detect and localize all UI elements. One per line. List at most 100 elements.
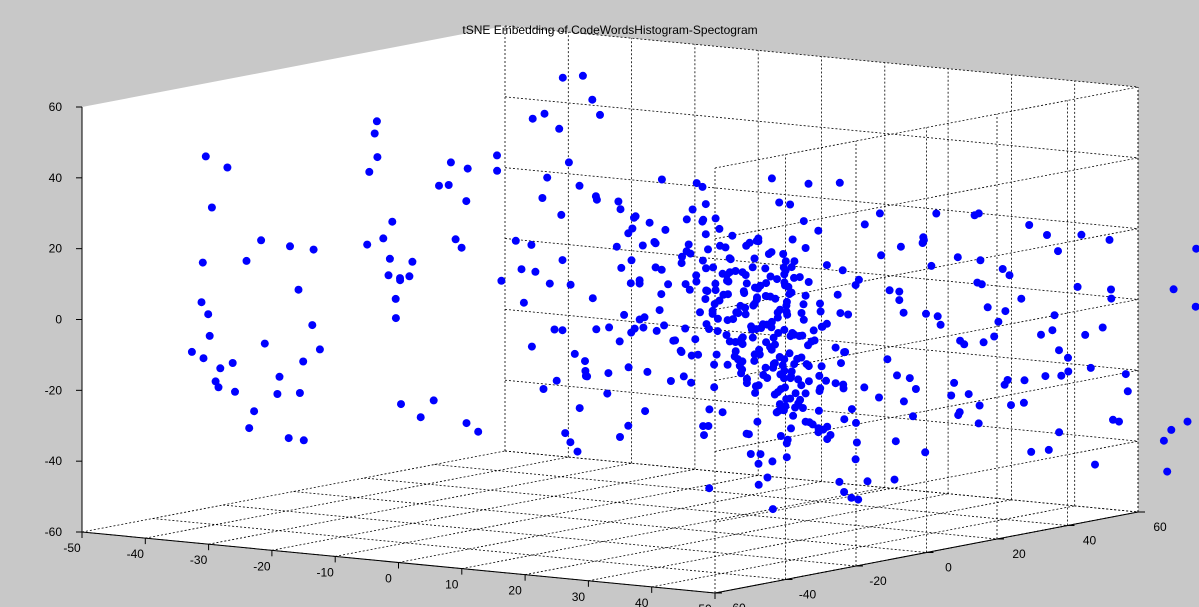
- data-point: [299, 436, 308, 445]
- data-point: [614, 197, 623, 206]
- data-point: [681, 280, 690, 289]
- data-point: [700, 431, 708, 440]
- data-point: [795, 273, 804, 282]
- data-point: [462, 419, 471, 428]
- data-point: [710, 383, 719, 392]
- data-point: [626, 279, 635, 288]
- data-point: [921, 448, 930, 457]
- data-point: [260, 339, 269, 348]
- data-point: [497, 276, 506, 285]
- data-point: [273, 390, 282, 398]
- data-point: [570, 349, 579, 358]
- data-point: [1169, 285, 1178, 294]
- data-point: [772, 408, 781, 417]
- data-point: [795, 332, 804, 340]
- y-tick-label: 40: [1083, 534, 1097, 548]
- data-point: [373, 153, 382, 162]
- data-point: [655, 306, 664, 315]
- data-point: [207, 203, 216, 212]
- data-point: [998, 265, 1007, 273]
- data-point: [860, 383, 869, 392]
- data-point: [1081, 330, 1090, 339]
- data-point: [814, 406, 823, 415]
- data-point: [773, 388, 782, 397]
- data-point: [493, 166, 502, 175]
- data-point: [657, 290, 666, 299]
- data-point: [284, 434, 293, 443]
- data-point: [950, 378, 959, 387]
- data-point: [893, 371, 901, 380]
- data-point: [216, 364, 225, 373]
- data-point: [457, 243, 466, 252]
- data-point: [705, 405, 714, 414]
- data-point: [363, 240, 372, 249]
- data-point: [799, 300, 808, 309]
- data-point: [891, 437, 900, 446]
- data-point: [741, 271, 750, 279]
- data-point: [627, 256, 636, 265]
- data-point: [835, 477, 844, 486]
- data-point: [651, 239, 660, 248]
- data-point: [617, 263, 626, 272]
- axes-box: [76, 106, 1145, 599]
- data-point: [638, 241, 647, 250]
- data-point: [564, 158, 573, 167]
- data-point: [315, 345, 324, 354]
- grid-back-z: [504, 450, 1139, 513]
- data-point: [783, 435, 792, 444]
- data-point: [630, 213, 638, 222]
- data-point: [1091, 460, 1099, 469]
- data-point: [686, 249, 695, 258]
- data-point: [385, 254, 394, 263]
- x-tick-label: -30: [190, 553, 208, 567]
- data-point: [295, 389, 304, 397]
- data-point: [604, 369, 613, 378]
- data-point: [603, 389, 612, 398]
- data-point: [768, 457, 777, 466]
- data-point: [836, 309, 845, 318]
- data-point: [738, 333, 747, 342]
- z-tick-label: 0: [55, 313, 62, 327]
- data-point: [1077, 230, 1086, 239]
- data-point: [780, 355, 789, 364]
- x-tick-label: -50: [63, 541, 81, 555]
- data-point: [1109, 415, 1117, 424]
- data-point: [833, 290, 842, 299]
- data-point: [429, 396, 438, 405]
- y-tick-label: -20: [869, 574, 887, 588]
- data-point: [446, 158, 455, 167]
- data-point: [365, 167, 374, 176]
- data-point: [797, 381, 806, 390]
- data-point: [769, 333, 778, 342]
- data-point: [786, 394, 795, 403]
- data-point: [809, 326, 818, 335]
- data-point: [804, 278, 813, 286]
- data-point: [895, 296, 904, 305]
- data-point: [705, 325, 713, 333]
- data-point: [773, 313, 782, 322]
- data-point: [767, 317, 776, 326]
- data-point: [761, 264, 770, 273]
- data-point: [1043, 231, 1051, 239]
- data-point: [763, 473, 772, 482]
- data-point: [840, 348, 849, 357]
- data-point: [947, 391, 956, 400]
- data-point: [936, 320, 945, 329]
- data-point: [973, 278, 982, 287]
- data-point: [899, 308, 908, 317]
- data-point: [624, 421, 633, 430]
- data-point: [761, 363, 770, 372]
- grid-floor-y: [152, 518, 786, 580]
- data-point: [713, 314, 722, 323]
- data-point: [527, 342, 536, 351]
- data-point: [764, 250, 773, 258]
- data-point: [435, 181, 443, 190]
- data-point: [773, 275, 781, 284]
- data-point: [797, 353, 806, 362]
- data-point: [645, 218, 654, 227]
- data-point: [1073, 282, 1082, 291]
- data-point: [566, 280, 575, 289]
- data-point: [557, 210, 566, 219]
- data-point: [802, 360, 811, 369]
